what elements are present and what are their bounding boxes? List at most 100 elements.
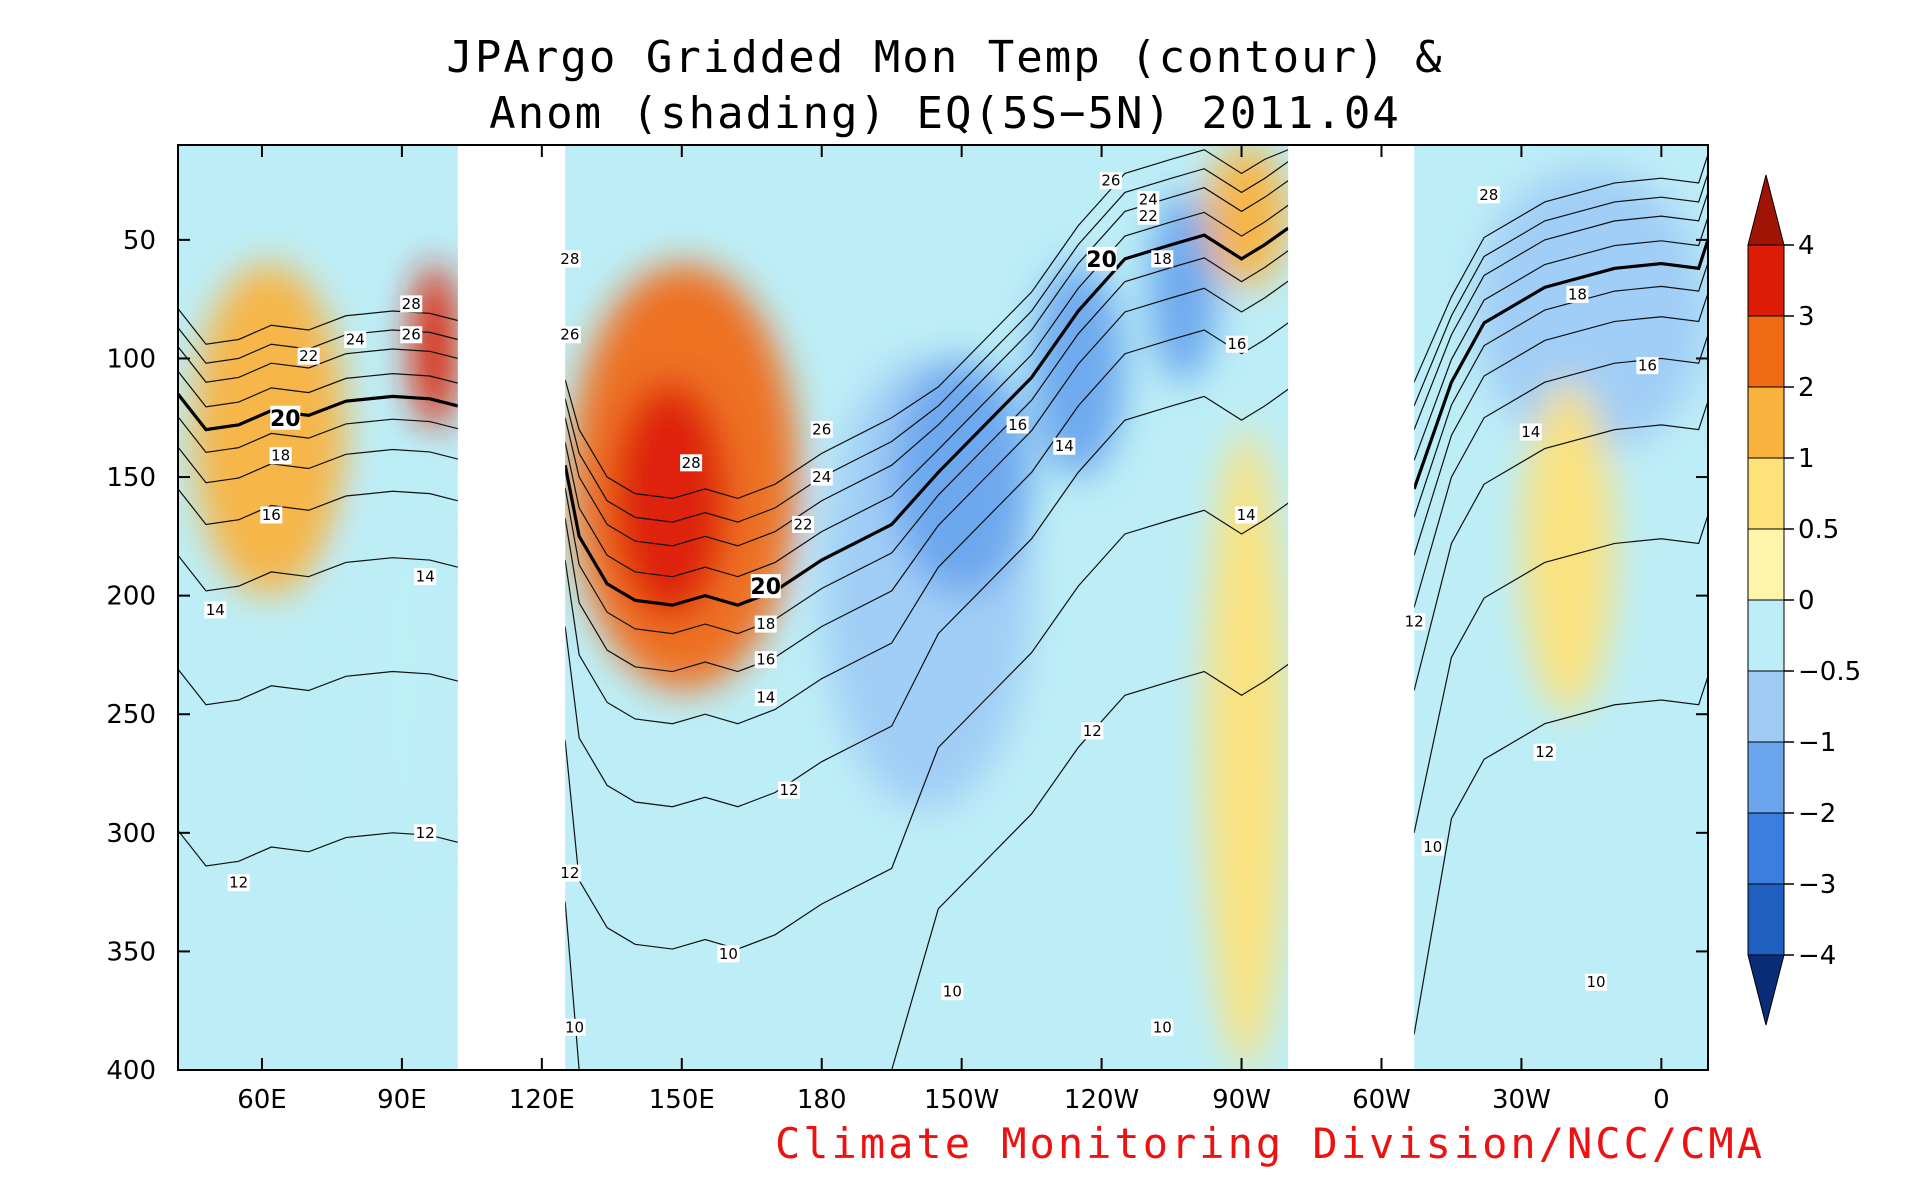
contour-label: 12 [416, 824, 435, 842]
contour-label: 14 [1055, 437, 1074, 455]
contour-label: 16 [756, 651, 775, 669]
contour-label: 14 [206, 601, 225, 619]
contour-label-bg [1477, 186, 1500, 204]
contour-label-bg [558, 326, 581, 344]
contour-label-bg [1151, 1018, 1174, 1036]
contour-line-20 [1412, 239, 1708, 490]
contour-label: 22 [299, 347, 318, 365]
contour-label: 12 [1405, 613, 1424, 631]
x-tick-label: 30W [1492, 1085, 1551, 1115]
contour-label: 10 [943, 983, 962, 1001]
contour-label-bg [1081, 722, 1104, 740]
colorbar-label: −3 [1798, 870, 1836, 900]
contour-line [178, 308, 459, 345]
colorbar-label: −1 [1798, 728, 1836, 758]
contour-line [564, 161, 1289, 523]
contour-label-bg [344, 330, 367, 348]
anomaly-region [1474, 168, 1708, 454]
contour-label: 26 [402, 326, 421, 344]
contour-line [564, 388, 1289, 808]
contour-label-bg [1235, 506, 1258, 524]
contour-line [178, 554, 459, 592]
contour-label-bg [1137, 191, 1160, 209]
contour-label: 20 [750, 575, 781, 600]
contour-label-bg [717, 945, 740, 963]
contour-label-bg [1053, 437, 1076, 455]
y-tick-label: 150 [106, 463, 156, 493]
contour-label-bg [754, 615, 777, 633]
contour-label-bg [810, 421, 833, 439]
contour-label: 28 [682, 454, 701, 472]
temperature-contours [178, 149, 1708, 1070]
contour-label-bg [1421, 838, 1444, 856]
contour-label-bg [414, 824, 437, 842]
contour-label: 26 [1101, 172, 1120, 190]
contour-line [178, 488, 459, 526]
contour-label-bg [1585, 973, 1608, 991]
contour-label: 16 [262, 506, 281, 524]
contour-label-bg [1566, 285, 1589, 303]
contour-label: 28 [1479, 186, 1498, 204]
contour-label: 14 [1521, 423, 1540, 441]
colorbar-box [1747, 528, 1785, 601]
y-tick-label: 50 [123, 226, 156, 256]
contour-line [1413, 514, 1708, 833]
x-tick-label: 180 [797, 1085, 847, 1115]
contour-line [178, 346, 459, 383]
contour-label-bg [1086, 246, 1117, 271]
contour-label-bg [260, 506, 283, 524]
x-tick-label: 60W [1352, 1085, 1411, 1115]
anomaly-shading [191, 145, 1708, 1070]
contour-label-bg [558, 864, 581, 882]
anomaly-region [411, 263, 458, 430]
contour-label-bg [204, 601, 227, 619]
contour-line [564, 502, 1289, 950]
contour-label: 16 [1638, 357, 1657, 375]
x-tick-label: 90W [1212, 1085, 1271, 1115]
colorbar-box [1747, 457, 1785, 530]
contour-line [178, 668, 459, 706]
contour-label-bg [750, 574, 781, 599]
colorbar-box [1747, 386, 1785, 459]
x-tick-label: 0 [1653, 1085, 1670, 1115]
contour-line [564, 322, 1289, 725]
x-tick-label: 90E [377, 1085, 427, 1115]
y-tick-label: 100 [106, 344, 156, 374]
no-data-band [457, 145, 566, 1070]
contour-label-bg [269, 447, 292, 465]
x-tick-label: 150E [649, 1085, 715, 1115]
contour-label-bg [1403, 613, 1426, 631]
anomaly-region [1204, 145, 1289, 288]
contour-label: 20 [1086, 248, 1117, 273]
contour-line-20 [563, 226, 1290, 607]
contour-line [1413, 192, 1708, 430]
contour-label: 10 [1587, 973, 1606, 991]
colorbar-arrow-bottom [1747, 954, 1785, 1026]
colorbar-label: 3 [1798, 302, 1815, 332]
colorbar-box [1747, 812, 1785, 885]
contour-line [1413, 676, 1708, 1035]
contour-label: 14 [416, 568, 435, 586]
contour-label: 10 [1423, 838, 1442, 856]
contour-labels: 2826242220181614141212282628262422201816… [204, 172, 1659, 1036]
contour-label: 16 [1008, 416, 1027, 434]
contour-line-20 [178, 393, 459, 432]
contour-label: 14 [1237, 506, 1256, 524]
contour-label-bg [680, 454, 703, 472]
contour-line [1413, 292, 1708, 556]
anomaly-region [1521, 382, 1615, 715]
contour-label-bg [1519, 423, 1542, 441]
contour-label-bg [1225, 335, 1248, 353]
colorbar-label: −0.5 [1798, 657, 1861, 687]
contour-label-bg [778, 781, 801, 799]
anomaly-region [345, 477, 458, 881]
contour-label: 12 [1535, 743, 1554, 761]
contour-label: 26 [812, 421, 831, 439]
contour-line [178, 370, 459, 408]
colorbar-arrow-top [1747, 174, 1785, 246]
colorbar-box [1747, 741, 1785, 814]
y-tick-label: 300 [106, 819, 156, 849]
contour-label: 28 [560, 250, 579, 268]
x-tick-label: 120E [509, 1085, 575, 1115]
colorbar-box [1747, 244, 1785, 317]
